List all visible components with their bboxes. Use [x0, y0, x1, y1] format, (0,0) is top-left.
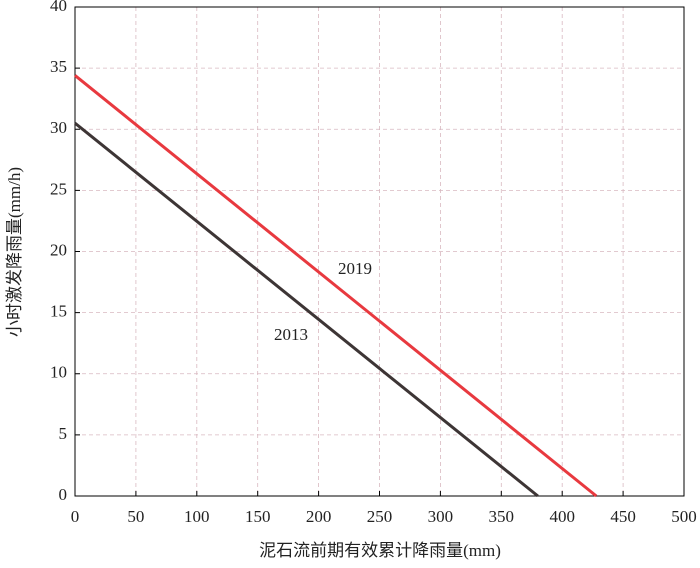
x-tick-label: 350 [489, 507, 515, 526]
y-tick-label: 5 [59, 424, 68, 443]
y-tick-label: 35 [50, 57, 67, 76]
series-label: 2013 [274, 325, 308, 344]
y-axis-label: 小时激发降雨量(mm/h) [5, 167, 24, 337]
y-tick-label: 0 [59, 485, 68, 504]
y-tick-label: 30 [50, 118, 67, 137]
series-label: 2019 [338, 259, 372, 278]
x-tick-label: 100 [184, 507, 210, 526]
series-line [74, 74, 598, 498]
x-tick-label: 450 [610, 507, 636, 526]
x-tick-label: 250 [367, 507, 393, 526]
y-tick-label: 10 [50, 363, 67, 382]
x-tick-label: 300 [428, 507, 454, 526]
series-line [74, 121, 539, 498]
y-tick-label: 25 [50, 179, 67, 198]
x-tick-label: 500 [671, 507, 697, 526]
y-tick-label: 40 [50, 0, 67, 15]
plot-frame [74, 6, 685, 497]
x-axis-label: 泥石流前期有效累计降雨量(mm) [259, 541, 501, 560]
x-tick-label: 50 [127, 507, 144, 526]
x-tick-label: 200 [306, 507, 332, 526]
x-tick-label: 400 [549, 507, 575, 526]
y-tick-label: 15 [50, 302, 67, 321]
x-tick-label: 150 [245, 507, 271, 526]
y-tick-label: 20 [50, 240, 67, 259]
x-tick-label: 0 [71, 507, 80, 526]
